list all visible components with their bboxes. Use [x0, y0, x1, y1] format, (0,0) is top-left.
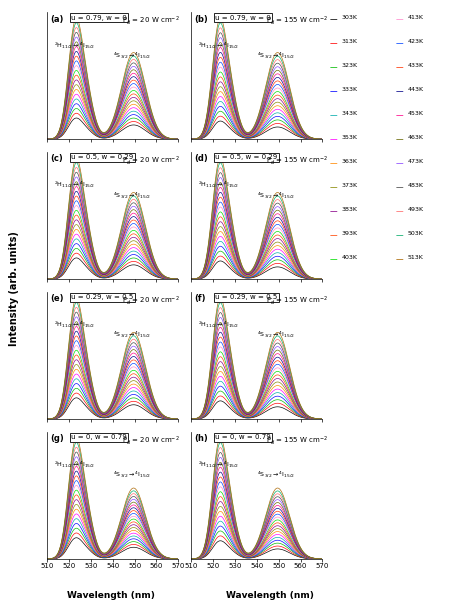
Text: —: —: [396, 183, 403, 192]
Text: 423K: 423K: [408, 39, 424, 44]
Text: 443K: 443K: [408, 87, 424, 92]
Text: 513K: 513K: [408, 255, 423, 260]
Text: u = 0.5, w = 0.29: u = 0.5, w = 0.29: [71, 154, 133, 160]
Text: 453K: 453K: [408, 111, 424, 116]
Text: —: —: [396, 135, 403, 144]
Text: P$_d$ = 155 W cm$^{-2}$: P$_d$ = 155 W cm$^{-2}$: [266, 14, 328, 27]
Text: 333K: 333K: [341, 87, 357, 92]
Text: 363K: 363K: [341, 159, 357, 164]
Text: —: —: [396, 255, 403, 264]
Text: $^4$S$_{3/2}{\rightarrow}^4$I$_{15/2}$: $^4$S$_{3/2}{\rightarrow}^4$I$_{15/2}$: [113, 50, 151, 59]
Text: Wavelength (nm): Wavelength (nm): [67, 591, 155, 600]
Text: 433K: 433K: [408, 63, 424, 68]
Text: (a): (a): [50, 14, 64, 23]
Text: 493K: 493K: [408, 207, 424, 212]
Text: (d): (d): [194, 154, 208, 163]
Text: 403K: 403K: [341, 255, 357, 260]
Text: —: —: [329, 159, 337, 168]
Text: $^4$S$_{3/2}{\rightarrow}^4$I$_{15/2}$: $^4$S$_{3/2}{\rightarrow}^4$I$_{15/2}$: [113, 470, 151, 480]
Text: P$_d$ = 155 W cm$^{-2}$: P$_d$ = 155 W cm$^{-2}$: [266, 435, 328, 447]
Text: $^4$S$_{3/2}{\rightarrow}^4$I$_{15/2}$: $^4$S$_{3/2}{\rightarrow}^4$I$_{15/2}$: [257, 50, 295, 59]
Text: (g): (g): [50, 435, 64, 444]
Text: —: —: [329, 87, 337, 96]
Text: u = 0.5, w = 0.29: u = 0.5, w = 0.29: [215, 154, 277, 160]
Text: Intensity (arb. units): Intensity (arb. units): [9, 231, 19, 346]
Text: (b): (b): [194, 14, 208, 23]
Text: —: —: [329, 207, 337, 216]
Text: 373K: 373K: [341, 183, 357, 188]
Text: —: —: [396, 39, 403, 48]
Text: u = 0.29, w = 0.5: u = 0.29, w = 0.5: [215, 294, 277, 300]
Text: 303K: 303K: [341, 15, 357, 20]
Text: —: —: [396, 207, 403, 216]
Text: $^4$S$_{3/2}{\rightarrow}^4$I$_{15/2}$: $^4$S$_{3/2}{\rightarrow}^4$I$_{15/2}$: [257, 330, 295, 340]
Text: (h): (h): [194, 435, 208, 444]
Text: (e): (e): [50, 294, 64, 304]
Text: 343K: 343K: [341, 111, 357, 116]
Text: —: —: [396, 159, 403, 168]
Text: 473K: 473K: [408, 159, 424, 164]
Text: P$_d$ = 20 W cm$^{-2}$: P$_d$ = 20 W cm$^{-2}$: [122, 294, 180, 307]
Text: —: —: [396, 111, 403, 120]
Text: —: —: [329, 231, 337, 240]
Text: $^4$S$_{3/2}{\rightarrow}^4$I$_{15/2}$: $^4$S$_{3/2}{\rightarrow}^4$I$_{15/2}$: [113, 190, 151, 200]
Text: u = 0.79, w = 0: u = 0.79, w = 0: [215, 14, 271, 20]
Text: (f): (f): [194, 294, 206, 304]
Text: $^2$H$_{11/2}{\rightarrow}^4$I$_{15/2}$: $^2$H$_{11/2}{\rightarrow}^4$I$_{15/2}$: [54, 460, 95, 469]
Text: —: —: [329, 63, 337, 72]
Text: $^2$H$_{11/2}{\rightarrow}^4$I$_{15/2}$: $^2$H$_{11/2}{\rightarrow}^4$I$_{15/2}$: [54, 180, 95, 189]
Text: 463K: 463K: [408, 135, 424, 140]
Text: —: —: [396, 63, 403, 72]
Text: 313K: 313K: [341, 39, 357, 44]
Text: —: —: [329, 15, 337, 24]
Text: Wavelength (nm): Wavelength (nm): [226, 591, 314, 600]
Text: —: —: [329, 135, 337, 144]
Text: 353K: 353K: [341, 135, 357, 140]
Text: 483K: 483K: [408, 183, 424, 188]
Text: —: —: [329, 111, 337, 120]
Text: $^4$S$_{3/2}{\rightarrow}^4$I$_{15/2}$: $^4$S$_{3/2}{\rightarrow}^4$I$_{15/2}$: [113, 330, 151, 340]
Text: u = 0, w = 0.79: u = 0, w = 0.79: [215, 435, 271, 441]
Text: $^2$H$_{11/2}{\rightarrow}^4$I$_{15/2}$: $^2$H$_{11/2}{\rightarrow}^4$I$_{15/2}$: [54, 320, 95, 329]
Text: —: —: [329, 183, 337, 192]
Text: P$_d$ = 155 W cm$^{-2}$: P$_d$ = 155 W cm$^{-2}$: [266, 154, 328, 167]
Text: $^2$H$_{11/2}{\rightarrow}^4$I$_{15/2}$: $^2$H$_{11/2}{\rightarrow}^4$I$_{15/2}$: [198, 460, 239, 469]
Text: u = 0.29, w = 0.5: u = 0.29, w = 0.5: [71, 294, 133, 300]
Text: u = 0, w = 0.79: u = 0, w = 0.79: [71, 435, 127, 441]
Text: $^2$H$_{11/2}{\rightarrow}^4$I$_{15/2}$: $^2$H$_{11/2}{\rightarrow}^4$I$_{15/2}$: [54, 40, 95, 49]
Text: 383K: 383K: [341, 207, 357, 212]
Text: 393K: 393K: [341, 231, 357, 236]
Text: —: —: [396, 87, 403, 96]
Text: $^4$S$_{3/2}{\rightarrow}^4$I$_{15/2}$: $^4$S$_{3/2}{\rightarrow}^4$I$_{15/2}$: [257, 190, 295, 200]
Text: $^2$H$_{11/2}{\rightarrow}^4$I$_{15/2}$: $^2$H$_{11/2}{\rightarrow}^4$I$_{15/2}$: [198, 40, 239, 49]
Text: (c): (c): [50, 154, 63, 163]
Text: P$_d$ = 20 W cm$^{-2}$: P$_d$ = 20 W cm$^{-2}$: [122, 154, 180, 167]
Text: —: —: [329, 39, 337, 48]
Text: $^2$H$_{11/2}{\rightarrow}^4$I$_{15/2}$: $^2$H$_{11/2}{\rightarrow}^4$I$_{15/2}$: [198, 320, 239, 329]
Text: u = 0.79, w = 0: u = 0.79, w = 0: [71, 14, 127, 20]
Text: —: —: [396, 15, 403, 24]
Text: —: —: [396, 231, 403, 240]
Text: $^2$H$_{11/2}{\rightarrow}^4$I$_{15/2}$: $^2$H$_{11/2}{\rightarrow}^4$I$_{15/2}$: [198, 180, 239, 189]
Text: P$_d$ = 155 W cm$^{-2}$: P$_d$ = 155 W cm$^{-2}$: [266, 294, 328, 307]
Text: $^4$S$_{3/2}{\rightarrow}^4$I$_{15/2}$: $^4$S$_{3/2}{\rightarrow}^4$I$_{15/2}$: [257, 470, 295, 480]
Text: 503K: 503K: [408, 231, 423, 236]
Text: P$_d$ = 20 W cm$^{-2}$: P$_d$ = 20 W cm$^{-2}$: [122, 435, 180, 447]
Text: P$_d$ = 20 W cm$^{-2}$: P$_d$ = 20 W cm$^{-2}$: [122, 14, 180, 27]
Text: 323K: 323K: [341, 63, 357, 68]
Text: 413K: 413K: [408, 15, 424, 20]
Text: —: —: [329, 255, 337, 264]
